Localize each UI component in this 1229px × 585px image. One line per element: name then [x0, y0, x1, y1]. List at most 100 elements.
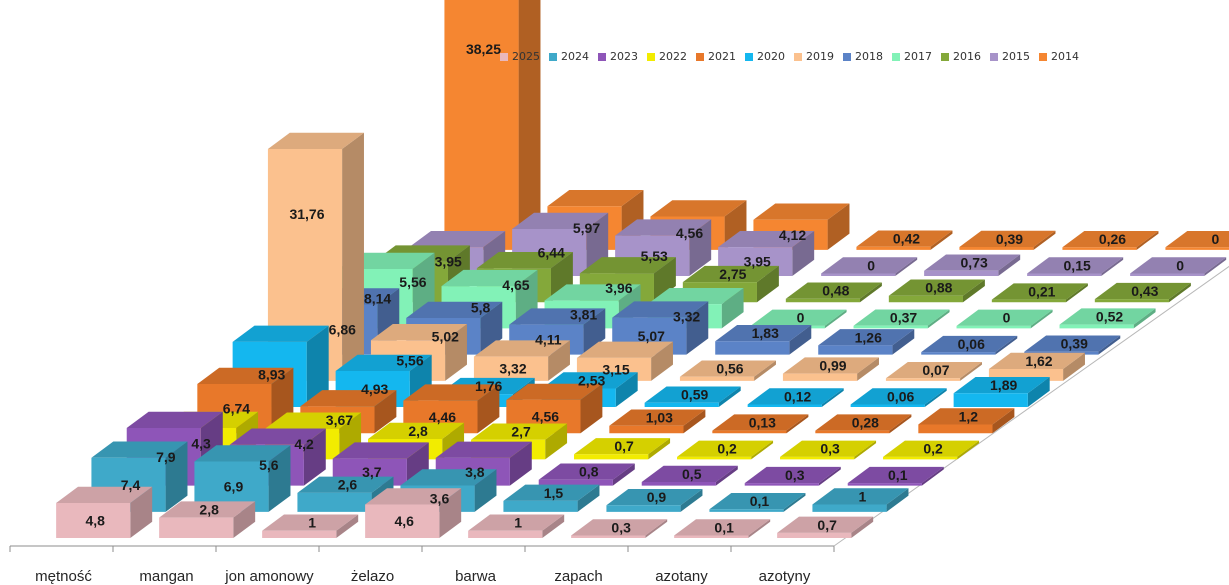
data-label: 2,53 [578, 372, 605, 388]
data-label: 0,06 [958, 336, 985, 352]
data-label: 3,32 [499, 361, 526, 377]
data-label: 1,83 [752, 325, 779, 341]
legend-swatch [598, 52, 606, 61]
bar-2017-azotyny [1059, 308, 1156, 329]
bar-2019-azotyny [988, 352, 1085, 381]
bar-2015-barwa [821, 257, 918, 277]
data-label: 8,93 [258, 366, 285, 382]
legend-item: 2021 [696, 50, 736, 63]
bar-2018-zapach [818, 329, 915, 355]
chart-legend: 2025 2024 2023 2022 2021 2020 2019 2018 2017 2016… [500, 50, 1079, 63]
data-label: 0,73 [961, 255, 988, 271]
data-label: 3,95 [744, 254, 771, 270]
data-label: 4,12 [779, 227, 806, 243]
data-label: 3,7 [362, 464, 382, 480]
bar-2023-azotany [744, 466, 841, 486]
data-label: 0,1 [750, 493, 770, 509]
category-label: jon amonowy [224, 568, 314, 585]
data-label: 0,9 [647, 489, 667, 505]
data-label: 0,3 [785, 467, 805, 483]
data-label: 0 [797, 310, 805, 326]
data-label: 4,65 [502, 277, 529, 293]
bar-2025-azotyny [777, 516, 874, 539]
bar-2014-barwa [856, 230, 953, 250]
legend-label: 2024 [561, 50, 589, 63]
bar-2017-azotany [956, 309, 1053, 329]
legend-item: 2018 [843, 50, 883, 63]
legend-label: 2020 [757, 50, 785, 63]
data-label: 6,74 [223, 401, 250, 417]
data-label: 7,4 [121, 477, 141, 493]
legend-label: 2021 [708, 50, 736, 63]
legend-item: 2025 [500, 50, 540, 63]
data-label: 2,8 [199, 501, 219, 517]
bar-2024-barwa [503, 484, 600, 512]
legend-item: 2015 [990, 50, 1030, 63]
category-label: azotyny [759, 568, 811, 585]
data-label: 0,2 [923, 441, 943, 457]
data-label: 0,7 [614, 438, 634, 454]
data-label: 0 [1212, 231, 1220, 247]
data-label: 4,6 [394, 513, 414, 529]
data-label: 0,07 [922, 362, 949, 378]
data-label: 5,6 [259, 457, 279, 473]
bar-2023-azotyny [847, 466, 944, 486]
data-label: 3,32 [673, 308, 700, 324]
data-label: 3,96 [605, 280, 632, 296]
bar-2017-zapach [853, 309, 950, 329]
data-label: 0,88 [925, 280, 952, 296]
bar-2019-zapach [782, 357, 879, 381]
data-label: 0,5 [682, 466, 702, 482]
bar-2016-zapach [888, 279, 985, 303]
data-label: 4,2 [294, 436, 314, 452]
data-label: 2,7 [511, 424, 531, 440]
data-label: 0 [1176, 257, 1184, 273]
data-label: 0,28 [852, 415, 879, 431]
bar-2024-azotyny [812, 488, 909, 512]
data-label: 1 [859, 488, 867, 504]
bar-2025-żelazo [365, 488, 462, 539]
bar-2022-azotany [780, 440, 877, 460]
category-label: zapach [554, 568, 602, 585]
data-label: 0,21 [1028, 284, 1055, 300]
bar-2015-azotyny [1130, 257, 1227, 277]
data-label: 31,76 [289, 206, 324, 222]
data-label: 2,6 [338, 477, 358, 493]
legend-item: 2016 [941, 50, 981, 63]
bar-2020-azotany [850, 388, 947, 408]
bar-2021-azotyny [918, 408, 1015, 434]
bar-2014-mętność [444, 0, 541, 250]
data-label: 4,8 [85, 513, 105, 529]
data-label: 1,26 [855, 329, 882, 345]
legend-swatch [745, 52, 753, 61]
bar-2020-barwa [644, 386, 741, 408]
legend-swatch [892, 52, 900, 61]
data-label: 4,3 [191, 436, 211, 452]
legend-label: 2017 [904, 50, 932, 63]
data-label: 0,39 [1061, 336, 1088, 352]
legend-item: 2020 [745, 50, 785, 63]
bar-2018-azotany [921, 335, 1018, 355]
data-label: 5,53 [641, 248, 668, 264]
data-label: 5,02 [432, 328, 459, 344]
data-label: 0,1 [888, 467, 908, 483]
bar-2024-mangan [194, 445, 291, 512]
data-label: 38,25 [466, 41, 501, 57]
bar-2025-barwa [468, 514, 565, 539]
data-label: 5,56 [396, 353, 423, 369]
bar-2014-azotany [1062, 231, 1159, 250]
legend-label: 2025 [512, 50, 540, 63]
bar-2019-mętność [267, 132, 364, 381]
data-label: 6,86 [329, 322, 356, 338]
data-label: 1,2 [959, 408, 979, 424]
legend-item: 2014 [1039, 50, 1079, 63]
data-label: 3,15 [602, 361, 629, 377]
bar-2022-azotyny [883, 440, 980, 460]
legend-swatch [647, 52, 655, 61]
data-label: 0,37 [890, 310, 917, 326]
legend-label: 2014 [1051, 50, 1079, 63]
data-label: 0,2 [717, 441, 737, 457]
data-label: 0,1 [714, 519, 734, 535]
data-label: 1,03 [646, 410, 673, 426]
